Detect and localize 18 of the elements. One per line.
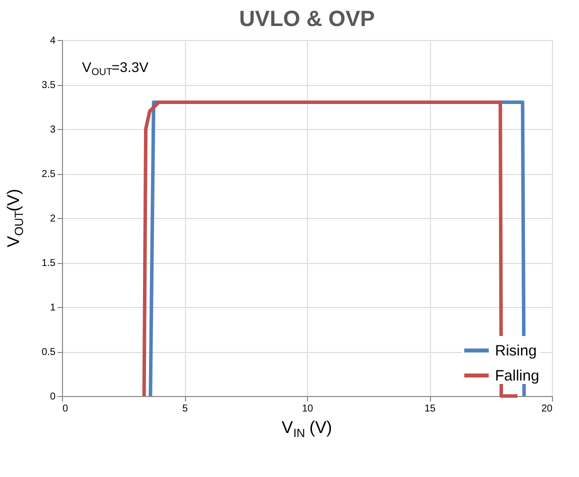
- y-tick-label: 4: [50, 36, 56, 46]
- x-tick-label: 5: [182, 404, 188, 414]
- x-tick-label: 0: [62, 404, 68, 414]
- chart-title: UVLO & OVP: [239, 6, 375, 31]
- x-tick-label: 10: [302, 404, 314, 414]
- y-tick-label: 2.5: [42, 169, 56, 180]
- y-tick-label: 1: [50, 302, 56, 314]
- y-tick-label: 0.5: [42, 347, 56, 358]
- legend-label: Falling: [495, 368, 540, 384]
- x-tick-label: 15: [424, 404, 436, 414]
- y-tick-label: 0: [50, 392, 56, 402]
- y-axis-title: VOUT(V): [4, 188, 26, 248]
- y-tick-label: 2: [50, 214, 56, 224]
- y-tick-label: 1.5: [42, 258, 56, 269]
- legend-label: Rising: [495, 342, 537, 360]
- y-tick-label: 3: [50, 124, 56, 136]
- y-tick-label: 3.5: [42, 80, 56, 91]
- x-tick-label: 20: [541, 404, 553, 414]
